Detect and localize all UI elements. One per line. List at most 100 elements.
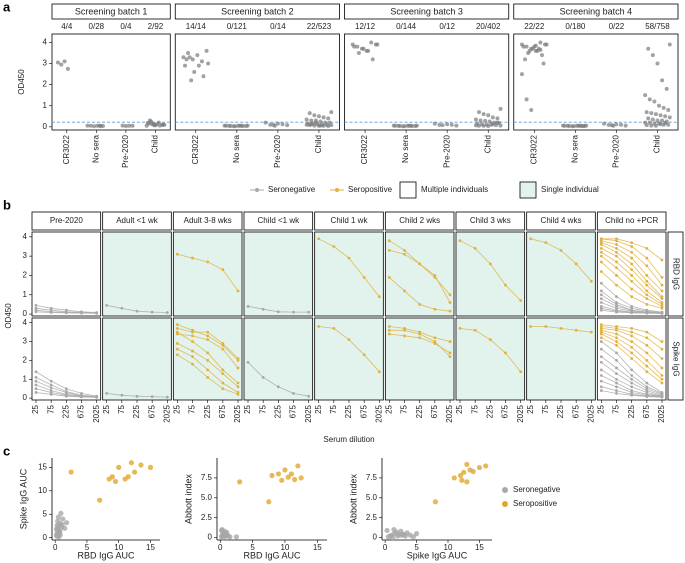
y-tick-label: 1	[43, 101, 48, 110]
point	[298, 475, 304, 481]
dilution-point	[221, 368, 225, 372]
point	[664, 86, 669, 91]
dilution-point	[599, 332, 603, 336]
point	[88, 123, 93, 128]
dilution-point	[473, 247, 477, 250]
point	[658, 113, 663, 118]
y-tick-label: 7.5	[366, 473, 378, 482]
dilution-point	[660, 283, 664, 287]
count-label: 0/4	[120, 22, 132, 31]
facet-strip	[172, 211, 243, 231]
point	[476, 110, 481, 115]
point	[644, 123, 649, 128]
dilution-point	[615, 254, 618, 258]
y-tick-label: 5.0	[201, 493, 213, 502]
dilution-point	[175, 347, 179, 351]
x-tick-label: 675	[571, 404, 580, 418]
y-tick-label: 3	[23, 251, 28, 260]
dilution-point	[150, 395, 154, 399]
dilution-point	[630, 340, 634, 343]
point	[123, 123, 128, 128]
legend-marker	[502, 501, 508, 507]
dilution-point	[599, 293, 603, 297]
point	[181, 55, 186, 60]
dilution-point	[206, 260, 210, 264]
point	[116, 464, 122, 470]
dilution-point	[615, 243, 618, 246]
dilution-point	[221, 268, 225, 272]
point	[109, 474, 115, 480]
dilution-point	[630, 326, 634, 330]
dilution-point	[615, 310, 618, 314]
point	[470, 468, 476, 475]
point	[521, 44, 526, 49]
dilution-point	[403, 248, 406, 252]
dilution-point	[630, 262, 634, 266]
point	[623, 123, 628, 128]
point	[241, 123, 246, 128]
dilution-point	[206, 334, 210, 338]
dilution-point	[615, 372, 618, 376]
facet-frame	[51, 33, 171, 131]
row-strip	[667, 317, 684, 401]
legend-label: Seronegative	[268, 185, 316, 194]
point	[483, 118, 488, 123]
point	[464, 461, 470, 467]
point	[524, 44, 529, 49]
dilution-point	[645, 364, 649, 368]
dilution-point	[236, 357, 240, 360]
x-tick-label: 75	[400, 404, 409, 413]
dilution-point	[630, 287, 634, 291]
point	[285, 123, 290, 128]
point	[145, 121, 150, 126]
dilution-point	[433, 336, 437, 340]
point	[189, 78, 194, 83]
point	[541, 61, 546, 66]
dilution-point	[589, 279, 593, 283]
x-tick-label: Pre-2020	[442, 134, 451, 167]
dilution-point	[615, 328, 618, 332]
dilution-point	[317, 237, 321, 241]
facet-strip	[174, 3, 340, 20]
point	[161, 122, 166, 127]
x-tick-label: 15	[146, 543, 155, 552]
point	[649, 123, 654, 128]
point	[486, 123, 491, 128]
point	[562, 123, 567, 128]
dilution-point	[645, 264, 649, 268]
dilution-point	[660, 395, 664, 399]
dilution-point	[615, 247, 618, 250]
dilution-point	[261, 375, 265, 379]
dilution-point	[630, 245, 634, 248]
x-axis-label: Serum dilution	[323, 435, 374, 444]
dilution-point	[615, 381, 618, 385]
point	[288, 471, 295, 477]
x-tick-label: 225	[61, 404, 70, 418]
dilution-point	[660, 306, 664, 310]
point	[519, 72, 524, 77]
x-tick-label: 75	[258, 404, 267, 413]
point	[576, 123, 581, 128]
x-tick-label: 2025	[92, 404, 101, 422]
dilution-point	[34, 379, 38, 383]
facet-strip	[51, 3, 171, 20]
dilution-point	[221, 342, 225, 345]
x-tick-label: 675	[501, 404, 510, 418]
dilution-point	[64, 394, 68, 398]
dilution-point	[387, 275, 391, 279]
y-tick-label: 7.5	[201, 473, 213, 482]
dilution-point	[191, 362, 194, 366]
dilution-point	[529, 237, 533, 241]
dilution-point	[660, 340, 664, 343]
dilution-point	[630, 334, 634, 338]
point	[476, 464, 483, 471]
dilution-point	[599, 270, 603, 273]
dilution-point	[433, 342, 437, 345]
point	[481, 123, 486, 128]
point	[661, 105, 666, 110]
point	[457, 472, 464, 479]
dilution-point	[362, 353, 366, 357]
dilution-point	[660, 381, 664, 385]
y-tick-label: 3	[43, 59, 48, 68]
